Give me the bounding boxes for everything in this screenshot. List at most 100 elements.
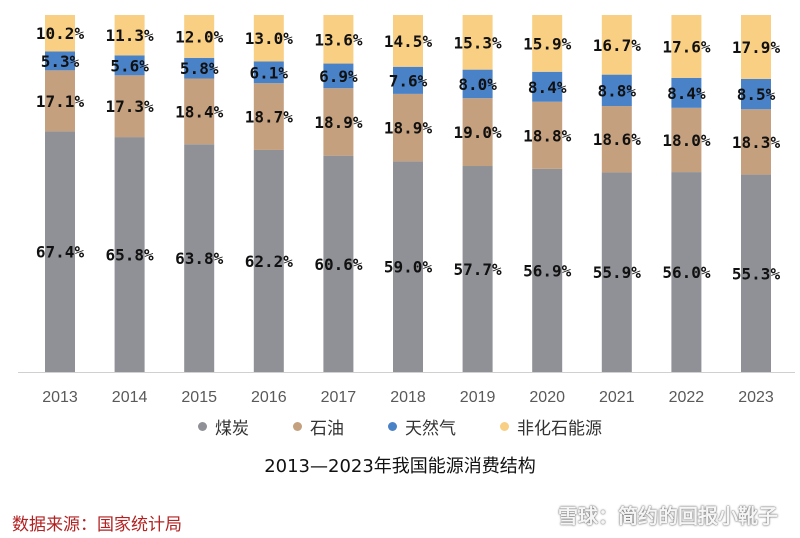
bar-segment [532, 71, 563, 102]
data-label: 5.6% [110, 56, 149, 75]
data-label: 17.1% [36, 92, 85, 111]
x-tick-label: 2013 [42, 389, 78, 406]
bar-segment [532, 101, 563, 169]
data-label: 18.4% [175, 102, 224, 121]
legend-item: 石油 [293, 414, 344, 439]
data-label: 13.0% [245, 29, 294, 48]
data-label: 63.8% [175, 249, 224, 268]
data-label: 11.3% [106, 26, 155, 45]
x-tick-label: 2015 [181, 389, 217, 406]
chart-title: 2013—2023年我国能源消费结构 [264, 456, 536, 477]
bar-segment [393, 93, 423, 162]
data-label: 15.3% [454, 33, 503, 52]
data-label: 17.6% [662, 37, 711, 56]
bar-segment [462, 166, 493, 372]
bar-segment [532, 15, 563, 72]
data-label: 56.9% [523, 261, 572, 280]
data-label: 55.3% [732, 264, 781, 283]
data-label: 18.7% [245, 108, 294, 127]
data-label: 7.6% [389, 71, 428, 90]
bar-segment [184, 15, 215, 58]
bar-segment [114, 75, 145, 138]
data-label: 8.4% [667, 84, 706, 103]
bar-segment [184, 57, 215, 79]
bar-segment [45, 15, 75, 52]
data-label: 16.7% [593, 36, 642, 55]
bar-segment [532, 168, 563, 372]
legend-item: 非化石能源 [500, 414, 602, 439]
bar-segment [114, 15, 145, 56]
legend-label: 煤炭 [215, 418, 249, 439]
bar-segment [601, 106, 632, 173]
watermark: 雪球：简约的回报小靴子 [558, 504, 778, 528]
data-label: 8.0% [458, 75, 497, 94]
legend-marker [500, 421, 509, 431]
bar-segment [741, 109, 771, 175]
bar-segment [393, 15, 423, 67]
data-label: 12.0% [175, 27, 224, 46]
bar-segment [253, 149, 284, 372]
data-label: 18.3% [732, 133, 781, 152]
data-label: 8.8% [598, 81, 637, 100]
data-label: 8.4% [528, 78, 567, 97]
bar-segment [393, 66, 423, 94]
bar-segment [323, 155, 354, 372]
bar-segment [671, 172, 702, 372]
bar-segment [671, 77, 702, 108]
bar-segment [671, 107, 702, 173]
data-label: 18.9% [314, 113, 363, 132]
data-label: 8.5% [737, 85, 776, 104]
legend-marker [388, 421, 397, 431]
data-label: 18.9% [384, 119, 433, 138]
bar-segment [462, 98, 493, 167]
bar-segment [114, 137, 145, 372]
data-label: 17.9% [732, 38, 781, 57]
data-label: 18.0% [662, 131, 711, 150]
data-label: 62.2% [245, 252, 294, 271]
bar-segment [741, 174, 771, 372]
data-label: 55.9% [593, 263, 642, 282]
bar-segment [184, 144, 215, 372]
legend-label: 石油 [310, 418, 344, 439]
legend-label: 非化石能源 [517, 418, 602, 439]
bar-segment [741, 15, 771, 79]
x-tick-label: 2014 [112, 389, 148, 406]
legend-marker [198, 421, 207, 431]
data-label: 60.6% [314, 255, 363, 274]
bar-segment [601, 15, 632, 75]
bar-segment [601, 172, 632, 372]
bar-segment [253, 15, 284, 62]
data-label: 19.0% [454, 123, 503, 142]
x-tick-label: 2016 [251, 389, 287, 406]
data-label: 6.9% [319, 67, 358, 86]
data-label: 10.2% [36, 24, 85, 43]
data-label: 5.8% [180, 59, 219, 78]
legend: 煤炭 石油 天然气 非化石能源 [0, 414, 800, 439]
bar-segment [253, 61, 284, 84]
data-label: 13.6% [314, 30, 363, 49]
legend-item: 煤炭 [198, 414, 249, 439]
data-label: 57.7% [454, 260, 503, 279]
data-label: 67.4% [36, 243, 85, 262]
data-label: 17.3% [106, 97, 155, 116]
data-label: 5.3% [41, 52, 80, 71]
bar-segment [323, 88, 354, 156]
bar-segment [323, 63, 354, 89]
bar-segment [184, 78, 215, 145]
x-tick-label: 2022 [669, 389, 705, 406]
bar-segment [114, 55, 145, 76]
x-tick-label: 2021 [599, 389, 635, 406]
data-label: 18.6% [593, 130, 642, 149]
data-label: 65.8% [106, 246, 155, 265]
data-label: 15.9% [523, 34, 572, 53]
bar-segment [462, 69, 493, 99]
data-label: 59.0% [384, 258, 433, 277]
bar-segment [741, 78, 771, 110]
bar-segment [601, 74, 632, 107]
x-tick-label: 2023 [738, 389, 774, 406]
x-tick-label: 2020 [529, 389, 565, 406]
bar-segment [393, 161, 423, 372]
legend-label: 天然气 [405, 418, 456, 439]
x-tick-label: 2018 [390, 389, 426, 406]
bar-segment [45, 131, 75, 372]
